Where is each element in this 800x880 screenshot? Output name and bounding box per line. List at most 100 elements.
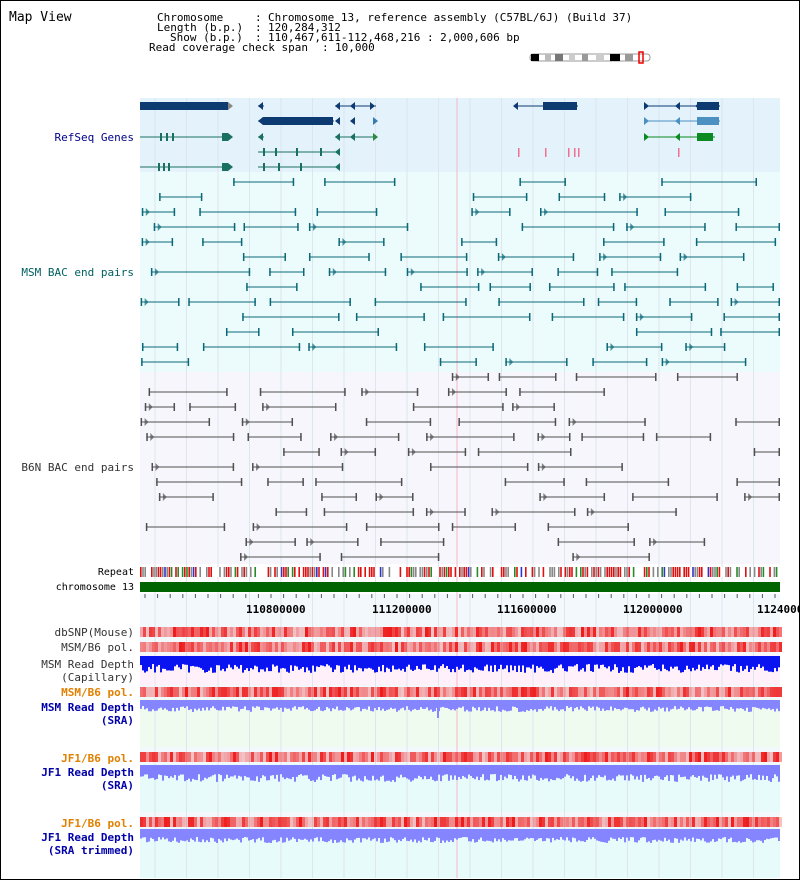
- msm-pol-heat: [344, 642, 347, 652]
- msm-bac-pair-end: [173, 208, 176, 216]
- jf1-pol2-heat: [446, 817, 449, 827]
- msm-depth-capillary-bar: [168, 656, 170, 671]
- gene-exon: [278, 163, 280, 171]
- msm-pol-heat: [470, 642, 473, 652]
- jf1-depth-trimmed-bar: [380, 829, 382, 843]
- msm-depth-capillary-bar: [590, 656, 592, 672]
- dbsnp-heat: [719, 627, 722, 637]
- msm-pol-sra-heat: [416, 687, 419, 697]
- dbsnp-heat: [695, 627, 698, 637]
- dbsnp-heat: [698, 627, 701, 637]
- msm-pol-sra-heat: [590, 687, 593, 697]
- dbsnp-heat: [329, 627, 332, 637]
- jf1-depth-sra-bar: [428, 765, 430, 780]
- b6n-bac-pair-end: [234, 403, 237, 411]
- msm-pol-sra-heat: [284, 687, 287, 697]
- msm-pol-sra-heat: [422, 687, 425, 697]
- jf1-depth-sra-bar: [634, 765, 636, 780]
- msm-depth-sra-bar: [266, 700, 268, 708]
- msm-depth-capillary-bar: [334, 656, 336, 670]
- dbsnp-heat: [554, 627, 557, 637]
- dbsnp-heat: [449, 627, 452, 637]
- msm-depth-sra-bar: [200, 700, 202, 711]
- msm-depth-sra-bar: [502, 700, 504, 710]
- jf1-pol-heat: [488, 752, 491, 762]
- msm-pol-heat: [455, 642, 458, 652]
- jf1-depth-trimmed-bar: [534, 829, 536, 842]
- msm-depth-capillary-bar: [616, 656, 618, 668]
- jf1-pol-heat: [239, 752, 242, 762]
- jf1-depth-trimmed-bar: [166, 829, 168, 839]
- b6n-bac-pair-end: [644, 418, 646, 426]
- jf1-depth-sra-bar: [290, 765, 292, 780]
- jf1-depth-sra-bar: [532, 765, 534, 775]
- jf1-depth-sra-bar: [516, 765, 518, 779]
- b6n-bac-pair-end: [357, 538, 359, 546]
- jf1-pol2-heat: [317, 817, 320, 827]
- jf1-pol2-heat: [665, 817, 668, 827]
- repeat-segment: [707, 567, 710, 577]
- repeat-segment: [566, 567, 569, 577]
- msm-depth-capillary-bar: [442, 656, 444, 665]
- msm-pol-heat: [257, 642, 260, 652]
- b6n-bac-pair-end: [537, 433, 539, 441]
- dbsnp-heat: [443, 627, 446, 637]
- jf1-depth-trimmed-bar: [462, 829, 464, 838]
- msm-depth-capillary-bar: [352, 656, 354, 673]
- msm-depth-capillary-bar: [372, 656, 374, 670]
- jf1-depth-trimmed-bar: [574, 829, 576, 839]
- msm-depth-sra-bar: [488, 700, 490, 708]
- jf1-pol-heat: [326, 752, 329, 762]
- msm-pol-sra-heat: [266, 687, 269, 697]
- jf1-pol2-heat: [716, 817, 719, 827]
- msm-pol-sra-heat: [704, 687, 707, 697]
- jf1-depth-trimmed-bar: [736, 829, 738, 843]
- jf1-pol2-heat: [653, 817, 656, 827]
- msm-pol-heat: [749, 642, 752, 652]
- b6n-bac-pair-end: [554, 418, 557, 426]
- jf1-pol2-heat: [251, 817, 254, 827]
- msm-pol-heat: [317, 642, 320, 652]
- msm-depth-capillary-bar: [748, 656, 750, 672]
- msm-bac-pair-end: [395, 343, 398, 351]
- msm-pol-heat: [155, 642, 158, 652]
- jf1-pol2-heat: [296, 817, 299, 827]
- msm-bac-pair-end: [328, 268, 331, 276]
- msm-bac-pair-end: [695, 238, 698, 246]
- jf1-pol-heat: [398, 752, 401, 762]
- jf1-pol2-heat: [287, 817, 290, 827]
- msm-pol-sra-heat: [302, 687, 305, 697]
- jf1-pol2-heat: [548, 817, 551, 827]
- dbsnp-heat: [350, 627, 353, 637]
- msm-pol-heat: [452, 642, 455, 652]
- dbsnp-heat: [497, 627, 500, 637]
- jf1-pol-heat: [422, 752, 425, 762]
- colon: :: [255, 21, 262, 34]
- jf1-depth-sra-bar: [728, 765, 730, 782]
- msm-bac-pair-end: [498, 298, 500, 306]
- msm-depth-sra-bar: [302, 700, 304, 707]
- jf1-depth-trimmed-bar: [320, 829, 322, 838]
- repeat-segment: [547, 567, 549, 577]
- b6n-bac-pair-end: [429, 418, 432, 426]
- jf1-pol-heat: [380, 752, 383, 762]
- jf1-pol2-heat: [362, 817, 365, 827]
- dbsnp-heat: [254, 627, 257, 637]
- jf1-pol2-heat: [140, 817, 143, 827]
- msm-depth-sra-bar: [678, 700, 680, 709]
- repeat-segment: [643, 567, 646, 577]
- msm-depth-sra-bar: [158, 700, 160, 709]
- dbsnp-heat: [548, 627, 551, 637]
- msm-depth-sra-bar: [378, 700, 380, 708]
- jf1-depth-sra-bar: [314, 765, 316, 782]
- msm-bac-pair-end: [258, 328, 260, 336]
- b6n-bac-pair-end: [259, 388, 262, 396]
- dbsnp-heat: [557, 627, 560, 637]
- jf1-pol-heat: [458, 752, 461, 762]
- msm-pol-heat: [560, 642, 563, 652]
- jf1-pol-heat: [347, 752, 350, 762]
- repeat-segment: [190, 567, 193, 577]
- jf1-pol2-heat: [356, 817, 359, 827]
- msm-pol-sra-heat: [518, 687, 521, 697]
